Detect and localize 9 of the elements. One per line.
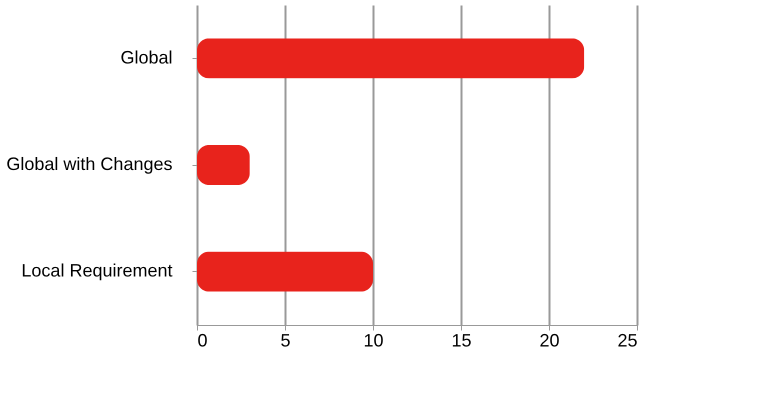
y-tick-label: Global	[120, 47, 172, 68]
y-tick-label: Global with Changes	[6, 154, 172, 174]
x-tick-label: 25	[617, 330, 638, 350]
x-tick-label: 5	[280, 330, 291, 350]
x-tick-label: 20	[539, 330, 560, 350]
y-tick-label: Local Requirement	[21, 260, 172, 281]
x-tick-label: 10	[363, 330, 384, 350]
x-tick-label: 15	[451, 330, 472, 350]
x-tick-label: 0	[198, 330, 208, 350]
